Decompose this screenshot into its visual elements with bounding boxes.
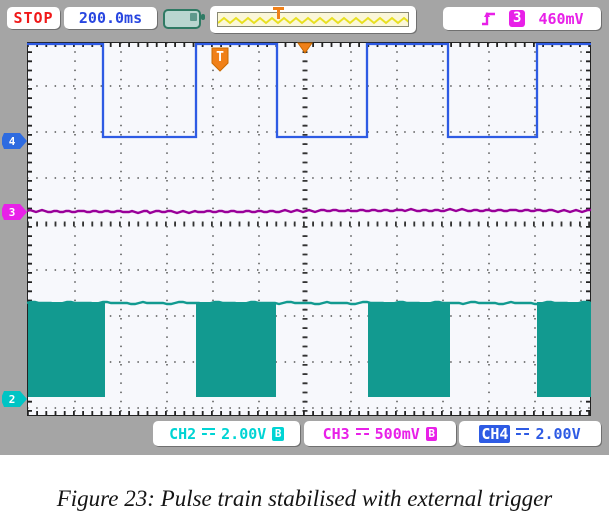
bandwidth-limit-badge: B <box>272 426 284 441</box>
dc-coupling-icon <box>202 428 216 439</box>
channel-label: CH2 <box>169 424 197 443</box>
waveform-preview-bar <box>210 6 416 33</box>
figure-caption: Figure 23: Pulse train stabilised with e… <box>56 486 553 511</box>
rising-edge-icon <box>482 12 495 26</box>
channel-marker-4[interactable]: 4 <box>2 133 27 149</box>
preview-zigzag-waveform <box>217 12 411 27</box>
trigger-source-badge: 3 <box>509 10 526 27</box>
timebase-readout[interactable]: 200.0ms <box>64 7 157 29</box>
channel-readout-ch3[interactable]: CH3 500mV B <box>304 421 456 446</box>
channel-scale: 2.00V <box>221 424 267 443</box>
trigger-level-readout: 460mV <box>538 9 584 28</box>
channel-readout-ch2[interactable]: CH2 2.00V B <box>153 421 300 446</box>
channel-readout-ch4[interactable]: CH4 2.00V <box>459 421 601 446</box>
channel-marker-2[interactable]: 2 <box>2 391 27 407</box>
channel-marker-3[interactable]: 3 <box>2 204 27 220</box>
channel-label-selected: CH4 <box>479 424 511 443</box>
channel-scale: 2.00V <box>535 424 581 443</box>
channel-label: CH3 <box>322 424 350 443</box>
dc-coupling-icon <box>355 428 369 439</box>
channel-scale: 500mV <box>374 424 420 443</box>
battery-icon <box>163 9 205 29</box>
oscilloscope-screenshot: STOP 200.0ms 3 460mV T CH2 2.00V B CH3 5… <box>0 0 609 455</box>
trigger-readout[interactable]: 3 460mV <box>443 7 601 30</box>
scope-display: T <box>26 42 592 416</box>
svg-text:T: T <box>216 50 224 65</box>
run-state-button[interactable]: STOP <box>7 7 60 29</box>
trigger-preview-marker-icon <box>273 7 284 19</box>
dc-coupling-icon <box>516 428 530 439</box>
bandwidth-limit-badge: B <box>425 426 438 441</box>
